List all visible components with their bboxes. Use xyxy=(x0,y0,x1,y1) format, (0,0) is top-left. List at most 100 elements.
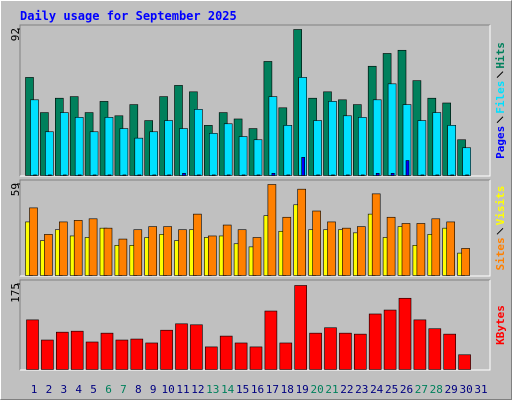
bar xyxy=(343,115,352,176)
bar xyxy=(194,109,203,176)
bar xyxy=(73,220,83,276)
bar xyxy=(431,218,441,276)
bar xyxy=(447,125,457,176)
x-tick-label: 22 xyxy=(340,383,353,396)
bar xyxy=(309,332,322,370)
bar xyxy=(107,174,112,176)
legend-separator xyxy=(496,116,504,124)
legend-entry: Files xyxy=(494,81,507,114)
bar xyxy=(133,229,143,276)
bar xyxy=(465,174,469,176)
bar xyxy=(77,174,82,176)
bar xyxy=(252,237,262,276)
bar xyxy=(386,216,396,276)
bar xyxy=(58,221,68,276)
bar xyxy=(435,174,440,176)
bar xyxy=(461,248,470,276)
bar xyxy=(62,174,67,176)
x-tick-label: 30 xyxy=(459,383,472,396)
bar xyxy=(149,131,158,176)
bar xyxy=(428,328,442,370)
bar xyxy=(193,213,202,276)
bar xyxy=(179,128,188,176)
bar xyxy=(137,174,142,176)
bar xyxy=(182,173,186,176)
legend-entry: Sites xyxy=(494,237,507,270)
bar xyxy=(256,174,261,176)
x-tick-label: 23 xyxy=(355,383,368,396)
bar xyxy=(219,335,233,370)
plot-border-dark xyxy=(19,24,490,176)
bar xyxy=(212,174,216,176)
bar xyxy=(324,327,337,370)
plot-border-light xyxy=(20,180,491,277)
bar xyxy=(30,99,39,176)
x-tick-label: 6 xyxy=(105,383,112,396)
legend-separator xyxy=(496,71,504,78)
x-tick-label: 29 xyxy=(445,383,458,396)
bar xyxy=(420,174,425,176)
x-tick-label: 27 xyxy=(415,383,428,396)
bar xyxy=(197,174,201,176)
x-tick-label: 19 xyxy=(296,383,309,396)
x-tick-label: 5 xyxy=(90,383,97,396)
plot-border-dark xyxy=(19,279,490,370)
plot-border-dark xyxy=(19,179,490,276)
x-tick-label: 7 xyxy=(120,383,127,396)
bar xyxy=(339,332,352,370)
x-tick-label: 31 xyxy=(474,383,487,396)
x-tick-label: 12 xyxy=(191,383,204,396)
bar xyxy=(264,310,278,370)
bar xyxy=(353,333,367,370)
bar xyxy=(122,174,127,176)
bar xyxy=(446,221,456,276)
bar xyxy=(375,173,380,176)
bar xyxy=(356,226,366,276)
bar xyxy=(148,226,157,276)
bar xyxy=(387,83,397,176)
bar xyxy=(175,323,188,370)
bar xyxy=(331,174,335,176)
bar xyxy=(450,174,455,176)
bar xyxy=(160,329,173,370)
bar xyxy=(163,226,172,276)
bar xyxy=(70,330,84,370)
bar xyxy=(346,174,350,176)
bar xyxy=(253,139,263,176)
bar xyxy=(55,331,69,370)
bar xyxy=(167,174,171,176)
bar xyxy=(268,96,278,176)
bar xyxy=(92,174,97,176)
x-tick-label: 21 xyxy=(325,383,338,396)
x-tick-label: 15 xyxy=(236,383,249,396)
bar xyxy=(41,339,54,370)
y-tick-label: 59 xyxy=(9,183,22,196)
x-tick-label: 10 xyxy=(161,383,174,396)
bar xyxy=(48,174,52,176)
bar xyxy=(368,313,382,370)
x-tick-label: 28 xyxy=(430,383,443,396)
bar xyxy=(383,309,397,370)
x-tick-label: 3 xyxy=(60,383,67,396)
bar xyxy=(286,174,291,176)
bar xyxy=(297,188,307,276)
bar xyxy=(115,339,129,370)
bar xyxy=(26,319,39,370)
bar xyxy=(237,229,247,276)
x-tick-label: 20 xyxy=(310,383,323,396)
x-tick-label: 24 xyxy=(370,383,384,396)
y-tick-label: 175 xyxy=(9,283,22,303)
x-tick-label: 16 xyxy=(251,383,264,396)
bar xyxy=(283,125,293,176)
bar xyxy=(222,224,232,276)
x-tick-label: 2 xyxy=(46,383,53,396)
bar xyxy=(301,157,306,176)
bar xyxy=(33,174,37,176)
legend: Sites Visits xyxy=(494,186,507,271)
bar xyxy=(104,117,114,176)
bar xyxy=(223,123,233,176)
bar xyxy=(88,218,98,276)
bar xyxy=(118,238,128,276)
legend: KBytes xyxy=(494,305,507,345)
